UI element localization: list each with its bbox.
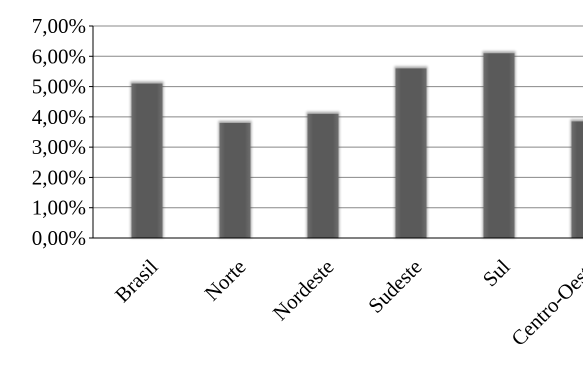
- y-tick-label: 0,00%: [32, 226, 86, 250]
- bar: [571, 121, 583, 238]
- bar-sul: [482, 51, 516, 238]
- x-category-label: Norte: [200, 255, 251, 306]
- y-axis-tick-labels: 0,00% 1,00% 2,00% 3,00% 4,00% 5,00% 6,00% 7,00%: [32, 14, 86, 250]
- bar-norte: [218, 120, 252, 238]
- x-category-label: Sudeste: [363, 255, 426, 318]
- bar-sudeste: [394, 66, 428, 239]
- y-tick-label: 4,00%: [32, 105, 86, 129]
- bar: [395, 68, 427, 239]
- x-category-label: Sul: [478, 254, 515, 291]
- y-tick-label: 5,00%: [32, 75, 86, 99]
- y-tick-label: 7,00%: [32, 14, 86, 38]
- x-category-label: Nordeste: [268, 255, 339, 326]
- y-tick-label: 2,00%: [32, 165, 86, 189]
- bars: [130, 51, 583, 239]
- bar: [131, 83, 163, 239]
- bar-centro-oeste: [570, 119, 583, 238]
- y-tick-label: 3,00%: [32, 135, 86, 159]
- x-category-label: Centro-Oeste: [506, 255, 583, 351]
- axes: [89, 25, 583, 239]
- y-tick-label: 1,00%: [32, 196, 86, 220]
- bar: [219, 122, 251, 238]
- y-tick-label: 6,00%: [32, 44, 86, 68]
- bar: [483, 53, 515, 238]
- bar: [307, 113, 339, 238]
- bar-nordeste: [306, 111, 340, 238]
- x-axis-category-labels: Brasil Norte Nordeste Sudeste SulCentro-Oest…: [110, 254, 583, 350]
- bar-brasil: [130, 81, 164, 239]
- x-category-label: Brasil: [110, 254, 163, 307]
